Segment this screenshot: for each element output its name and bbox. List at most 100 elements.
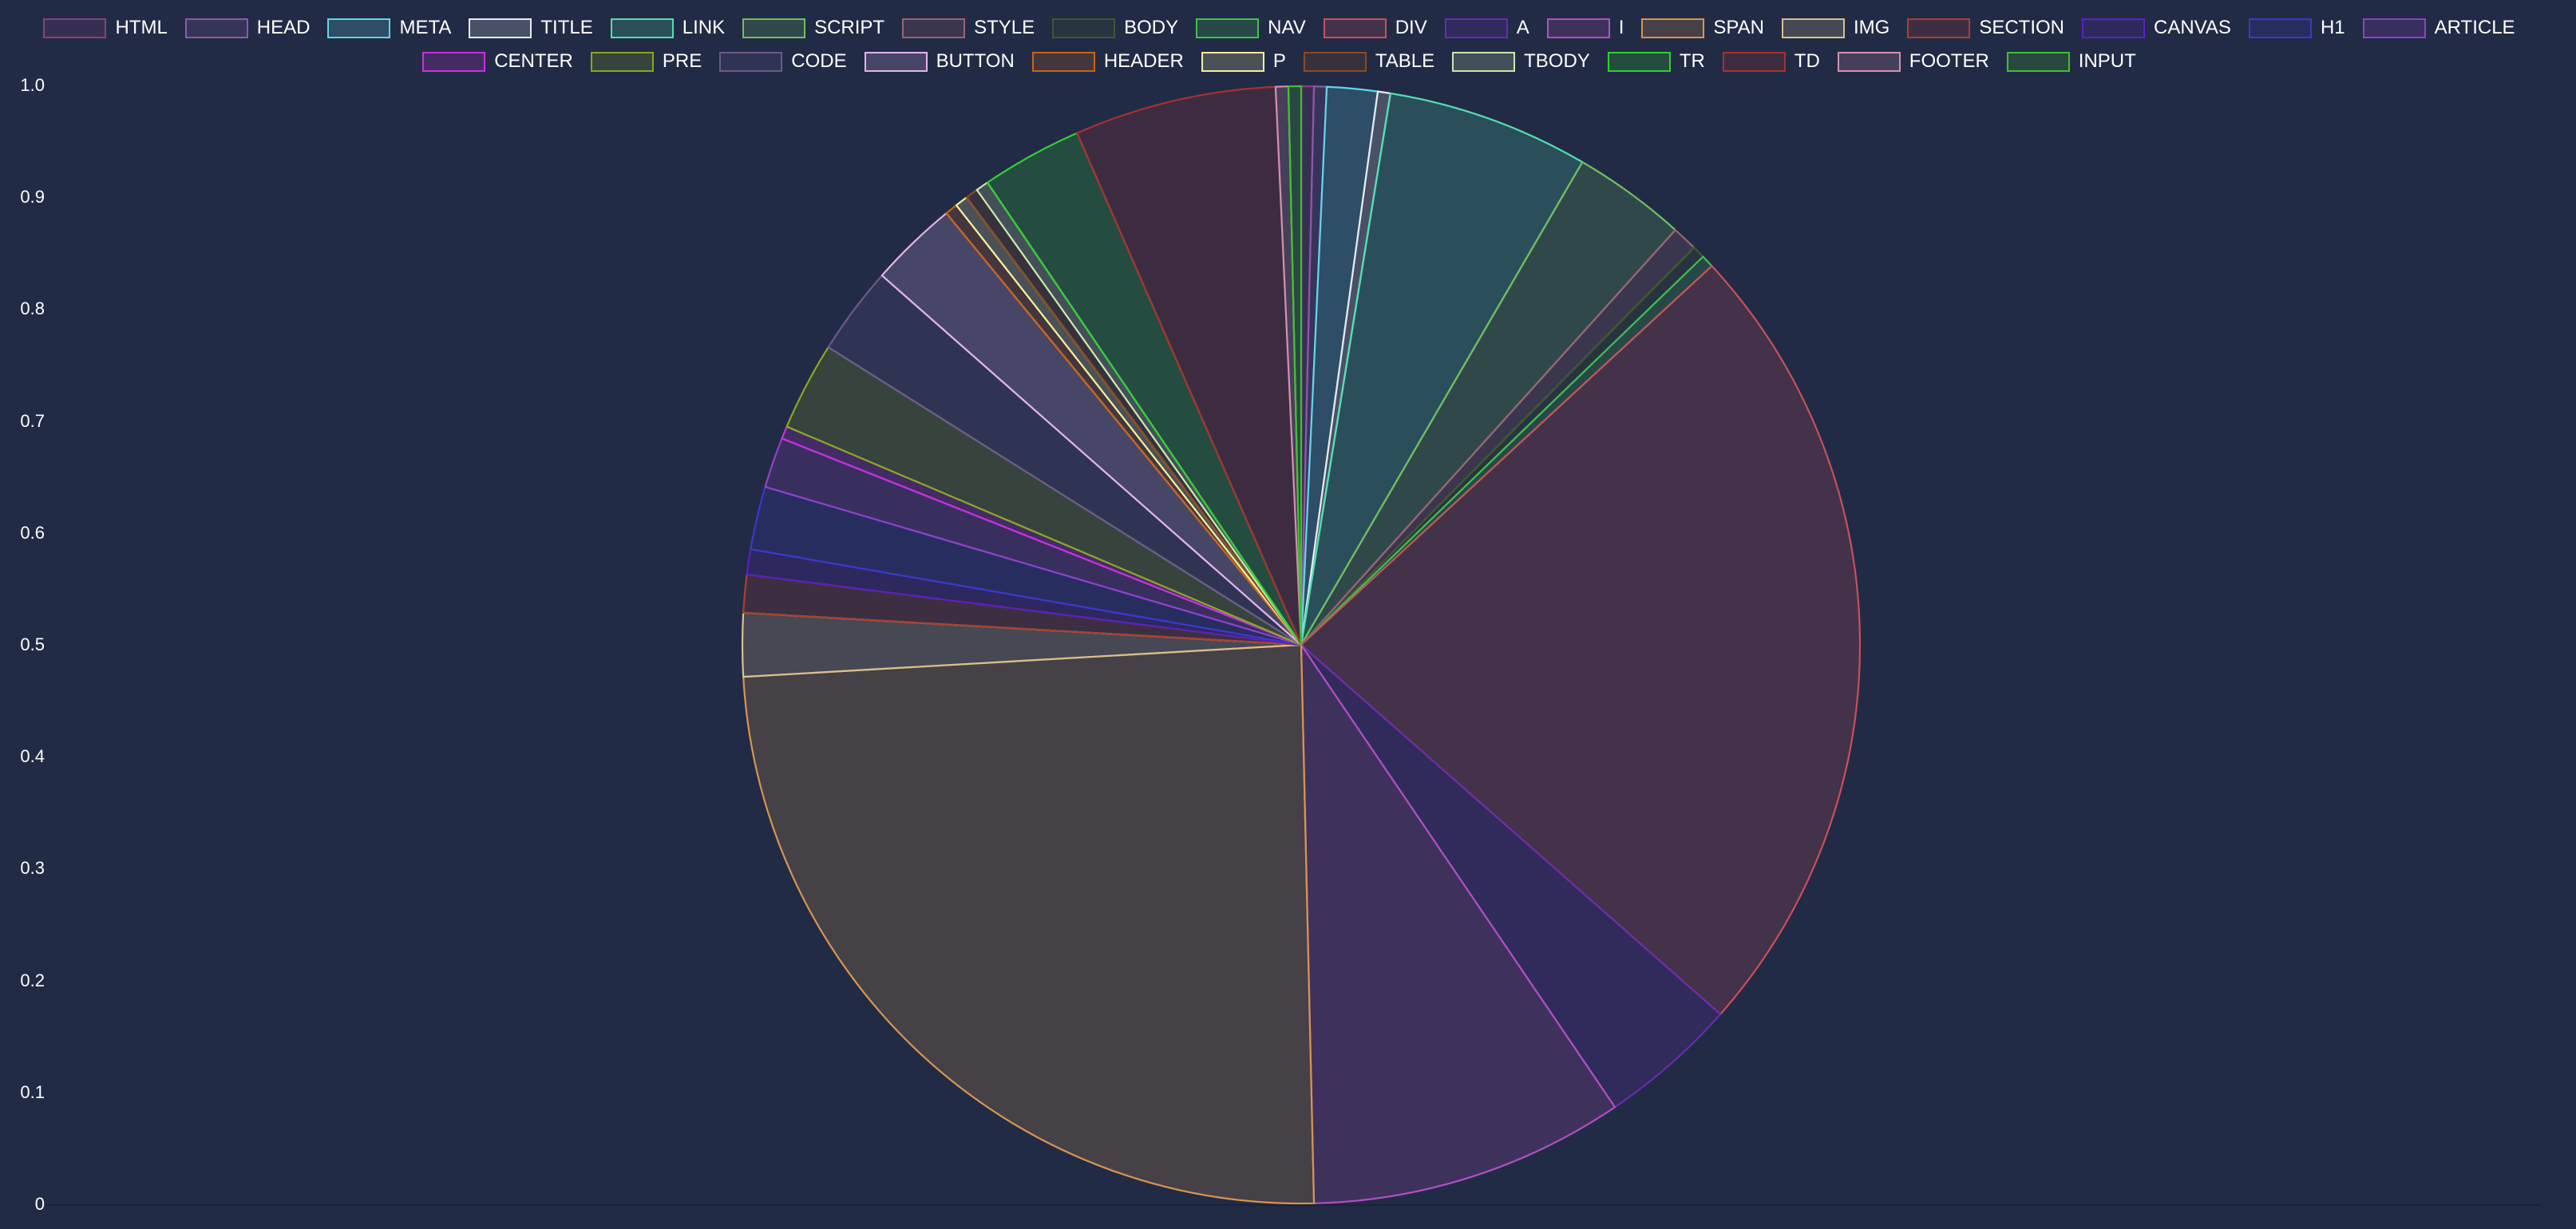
legend-label: BODY — [1124, 17, 1179, 38]
legend-swatch-icon — [1837, 51, 1901, 72]
legend-item-section[interactable]: SECTION — [1907, 16, 2064, 40]
y-tick-label: 0.1 — [20, 1081, 45, 1102]
y-tick-label: 0.3 — [20, 858, 45, 879]
legend-label: BUTTON — [936, 50, 1015, 72]
legend-swatch-icon — [2362, 18, 2426, 38]
legend-item-i[interactable]: I — [1546, 16, 1624, 40]
legend-label: IMG — [1854, 17, 1890, 38]
legend-item-button[interactable]: BUTTON — [864, 49, 1015, 73]
legend-item-input[interactable]: INPUT — [2006, 49, 2136, 73]
legend-label: CANVAS — [2154, 17, 2231, 38]
legend-item-pre[interactable]: PRE — [590, 49, 702, 73]
pie-slice-link[interactable] — [1300, 92, 1584, 646]
legend-item-article[interactable]: ARTICLE — [2362, 16, 2515, 40]
legend-item-html[interactable]: HTML — [43, 16, 168, 40]
y-tick-label: 0.9 — [20, 187, 45, 207]
legend-label: HTML — [115, 17, 168, 38]
legend-label: HEAD — [256, 17, 311, 38]
legend-swatch-icon — [1722, 51, 1786, 72]
legend-label: META — [399, 17, 452, 38]
legend-item-code[interactable]: CODE — [719, 49, 847, 73]
legend-item-title[interactable]: TITLE — [469, 16, 593, 40]
legend-item-header[interactable]: HEADER — [1031, 49, 1184, 73]
legend-item-span[interactable]: SPAN — [1641, 16, 1764, 40]
legend-swatch-icon — [1546, 18, 1610, 38]
legend-swatch-icon — [742, 18, 806, 38]
legend-item-meta[interactable]: META — [327, 16, 451, 40]
y-tick-label: 0 — [34, 1194, 45, 1214]
legend-swatch-icon — [184, 18, 248, 38]
legend-swatch-icon — [1323, 18, 1387, 38]
y-tick-label: 0.4 — [20, 746, 45, 767]
legend-item-canvas[interactable]: CANVAS — [2082, 16, 2231, 40]
legend-item-table[interactable]: TABLE — [1303, 49, 1435, 73]
legend-item-style[interactable]: STYLE — [902, 16, 1035, 40]
legend-swatch-icon — [1907, 18, 1971, 38]
legend-label: TBODY — [1524, 50, 1590, 72]
legend-item-td[interactable]: TD — [1722, 49, 1820, 73]
pie-slice-input[interactable] — [1287, 85, 1303, 646]
legend-item-h1[interactable]: H1 — [2248, 16, 2345, 40]
pie-slice-span[interactable] — [742, 643, 1316, 1205]
legend-label: I — [1618, 17, 1624, 38]
legend-label: SECTION — [1979, 17, 2065, 38]
legend-swatch-icon — [1641, 18, 1705, 38]
legend-swatch-icon — [1452, 51, 1516, 72]
legend-swatch-icon — [43, 18, 107, 38]
legend-swatch-icon — [2082, 18, 2146, 38]
legend-item-script[interactable]: SCRIPT — [742, 16, 884, 40]
legend-label: TR — [1679, 50, 1705, 72]
legend-label: FOOTER — [1909, 50, 1989, 72]
legend-swatch-icon — [1303, 51, 1367, 72]
legend-label: A — [1516, 17, 1529, 38]
legend-label: P — [1272, 50, 1286, 72]
legend-label: TD — [1794, 50, 1820, 72]
legend-label: TABLE — [1375, 50, 1435, 72]
legend-row-1: HTML HEAD META TITLE LINK SCRIPT STYLE BODY NAV D… — [0, 16, 2576, 40]
legend-swatch-icon — [1031, 51, 1095, 72]
y-tick-label: 0.8 — [20, 298, 45, 319]
legend-swatch-icon — [902, 18, 966, 38]
legend-item-p[interactable]: P — [1201, 49, 1286, 73]
legend-swatch-icon — [2248, 18, 2312, 38]
legend-item-tr[interactable]: TR — [1607, 49, 1705, 73]
y-axis: 1.0 0.9 0.8 0.7 0.6 0.5 0.4 0.3 0.2 0.1 0 — [0, 0, 48, 1229]
legend-item-img[interactable]: IMG — [1782, 16, 1889, 40]
legend-item-body[interactable]: BODY — [1052, 16, 1178, 40]
pie-slice-i[interactable] — [1300, 643, 1616, 1204]
legend-label: SCRIPT — [814, 17, 885, 38]
legend-label: ARTICLE — [2434, 17, 2515, 38]
pie-slice-div[interactable] — [1300, 265, 1862, 1015]
pie-slice-td[interactable] — [1076, 85, 1303, 646]
y-tick-label: 1.0 — [20, 75, 45, 95]
legend-swatch-icon — [1201, 51, 1264, 72]
legend-swatch-icon — [1196, 18, 1260, 38]
legend-item-div[interactable]: DIV — [1323, 16, 1427, 40]
legend-label: TITLE — [540, 17, 593, 38]
legend-label: INPUT — [2078, 50, 2136, 72]
legend-swatch-icon — [610, 18, 674, 38]
legend-swatch-icon — [1444, 18, 1508, 38]
legend-label: SPAN — [1713, 17, 1764, 38]
legend-label: HEADER — [1103, 50, 1184, 72]
y-tick-label: 0.5 — [20, 634, 45, 654]
legend-item-footer[interactable]: FOOTER — [1837, 49, 1989, 73]
legend-item-nav[interactable]: NAV — [1196, 16, 1306, 40]
x-axis-line — [46, 1204, 2541, 1206]
legend-item-tbody[interactable]: TBODY — [1452, 49, 1590, 73]
legend-swatch-icon — [469, 18, 532, 38]
legend-item-link[interactable]: LINK — [610, 16, 726, 40]
y-tick-label: 0.6 — [20, 522, 45, 543]
legend-swatch-icon — [422, 51, 486, 72]
legend-item-head[interactable]: HEAD — [184, 16, 311, 40]
legend-label: PRE — [662, 50, 702, 72]
legend-item-a[interactable]: A — [1444, 16, 1529, 40]
legend-swatch-icon — [1782, 18, 1845, 38]
legend-swatch-icon — [719, 51, 783, 72]
pie-slice-a[interactable] — [1300, 643, 1722, 1108]
legend-swatch-icon — [327, 18, 391, 38]
y-tick-label: 0.7 — [20, 410, 45, 431]
legend-item-center[interactable]: CENTER — [422, 49, 573, 73]
legend-label: LINK — [682, 17, 726, 38]
